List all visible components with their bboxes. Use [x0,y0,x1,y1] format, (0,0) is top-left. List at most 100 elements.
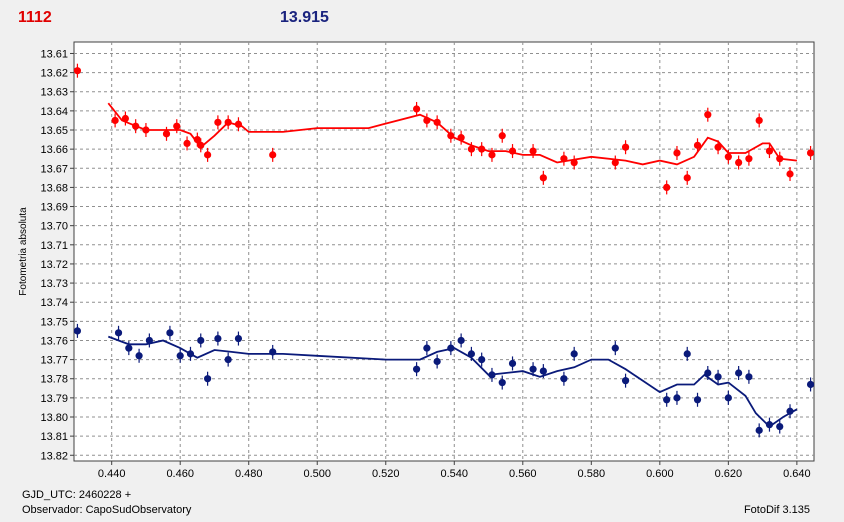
series-2-point [423,344,431,352]
y-tick-label: 13.77 [40,355,68,367]
footer-observer: Observador: CapoSudObservatory [22,504,192,516]
series-1-point [183,139,191,148]
series-1-point [745,155,753,163]
series-2-point [467,350,476,358]
series-1-point [714,143,722,151]
series-1-point [457,134,465,142]
series-1-point [488,151,496,159]
y-axis-label: Fotometria absoluta [18,207,29,296]
series-2-point [786,407,794,415]
series-2-point [125,344,133,352]
y-tick-label: 13.82 [40,450,68,462]
x-tick-label: 0.440 [98,468,126,480]
series-1-point [204,151,212,159]
series-2-point [663,396,671,404]
series-1-point [121,114,129,123]
series-1-point [193,135,201,144]
series-1-point [611,158,619,167]
series-2-point [433,357,441,366]
series-2-point [683,350,691,358]
footer-gjd: GJD_UTC: 2460228 + [22,489,132,501]
header-right-value: 13.915 [280,9,329,26]
series-1-point [467,145,476,153]
y-tick-label: 13.68 [40,182,68,194]
y-tick-label: 13.79 [40,393,68,405]
y-tick-label: 13.71 [40,240,68,252]
series-2-point [135,352,143,360]
series-2-point [234,334,243,343]
y-tick-label: 13.67 [40,163,68,175]
series-1-point [786,170,794,178]
series-1-point [73,67,82,75]
series-1-point [173,122,181,130]
footer-software: FotoDif 3.135 [743,504,810,516]
plot-area [73,41,815,462]
series-2-point [724,394,732,402]
series-1-point [673,149,681,157]
series-2-point [755,426,763,434]
series-1-point [663,183,671,192]
y-tick-label: 13.80 [40,412,68,424]
series-1-point [498,132,506,140]
x-tick-label: 0.480 [235,468,263,480]
y-tick-label: 13.78 [40,374,68,386]
y-tick-label: 13.61 [40,48,68,60]
series-1-point [539,174,547,182]
series-2-point [447,344,455,352]
series-2-point [73,327,82,335]
series-2-point [498,378,506,387]
y-tick-label: 13.62 [40,68,68,80]
series-1-point [132,122,140,130]
series-1-point [806,149,815,157]
y-tick-label: 13.74 [40,297,68,309]
series-2-point [186,350,195,358]
y-tick-label: 13.65 [40,125,68,137]
series-2-point [806,380,815,389]
series-2-point [560,375,568,383]
x-tick-label: 0.580 [578,468,606,480]
series-2-point [269,348,277,356]
y-tick-label: 13.75 [40,316,68,328]
series-1-point [560,155,568,163]
series-2-point [412,365,421,373]
series-1-point [529,147,537,155]
x-tick-label: 0.540 [441,468,469,480]
x-tick-label: 0.600 [646,468,674,480]
series-2-point [776,422,784,431]
series-2-point [693,396,702,404]
series-2-point [570,350,578,358]
x-tick-label: 0.560 [509,468,537,480]
x-tick-label: 0.620 [715,468,743,480]
series-1-point [197,141,205,149]
header-left-value: 1112 [18,9,52,26]
series-1-point [142,126,150,134]
series-2-point [765,421,774,429]
y-tick-label: 13.72 [40,259,68,271]
series-1-point [508,147,517,155]
series-1-point [423,116,431,125]
series-1-point [214,118,222,126]
series-2-point [611,344,619,352]
series-1-point [478,145,486,153]
series-1-point [224,118,232,126]
series-2-point [457,336,465,345]
x-tick-label: 0.460 [166,468,194,480]
series-2-point [673,394,681,402]
series-2-point [704,369,712,377]
series-1-point [621,143,630,151]
series-2-point [224,355,232,364]
series-1-point [412,105,421,113]
series-2-point [176,352,184,360]
series-1-point [704,111,712,119]
series-1-point [776,155,784,163]
series-1-point [433,118,441,126]
x-tick-label: 0.640 [783,468,811,480]
y-tick-label: 13.76 [40,335,68,347]
series-1-point [111,116,119,125]
series-2-point [539,367,547,375]
series-2-trend-line [107,335,798,428]
series-2-point [508,359,517,368]
series-2-point [145,336,153,345]
series-1-point [724,153,732,161]
